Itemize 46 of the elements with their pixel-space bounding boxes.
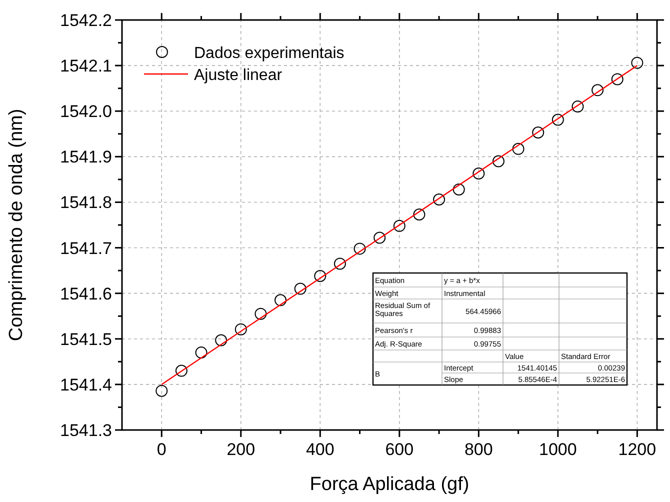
x-tick-label: 1200 (618, 440, 656, 459)
y-tick-label: 1541.6 (60, 284, 112, 304)
legend-label: Dados experimentais (194, 45, 344, 62)
point (195, 346, 208, 359)
point (354, 242, 366, 255)
point (254, 308, 267, 320)
x-tick-label: 200 (226, 440, 256, 459)
y-tick-label: 1541.8 (60, 193, 112, 212)
x-tick-label: 600 (385, 440, 414, 459)
x-axis-title: Força Aplicada (gf) (310, 474, 470, 495)
x-tick-label: 400 (306, 440, 334, 459)
y-tick-label: 1542.0 (60, 102, 112, 122)
point (215, 334, 228, 346)
point (512, 142, 524, 155)
y-axis-title: Comprimento de onda (nm) (6, 108, 27, 342)
point (572, 100, 584, 113)
point (631, 56, 644, 69)
y-tick-label: 1541.3 (60, 421, 112, 440)
point (334, 258, 346, 270)
point (472, 168, 485, 180)
x-tick-label: 800 (464, 440, 493, 459)
point (314, 270, 326, 282)
point (552, 114, 564, 126)
point (611, 73, 624, 86)
point (492, 155, 504, 168)
point (393, 220, 406, 232)
y-tick-label: 1541.5 (60, 330, 112, 349)
point (433, 194, 446, 206)
point (374, 232, 386, 244)
y-tick-label: 1541.9 (60, 148, 112, 167)
y-tick-label: 1541.7 (60, 238, 112, 258)
point (413, 208, 426, 221)
point (592, 84, 604, 96)
point (156, 384, 168, 397)
x-tick-label: 1000 (539, 440, 577, 459)
legend-label: Ajuste linear (194, 67, 283, 84)
y-tick-label: 1542.2 (60, 11, 112, 30)
point (532, 126, 544, 139)
point (175, 364, 188, 377)
point (294, 282, 306, 295)
point (452, 183, 465, 196)
point (274, 294, 287, 306)
x-tick-label: 0 (156, 440, 166, 459)
y-tick-label: 1541.4 (60, 375, 112, 394)
y-tick-label: 1542.1 (60, 56, 112, 76)
point (234, 323, 247, 336)
